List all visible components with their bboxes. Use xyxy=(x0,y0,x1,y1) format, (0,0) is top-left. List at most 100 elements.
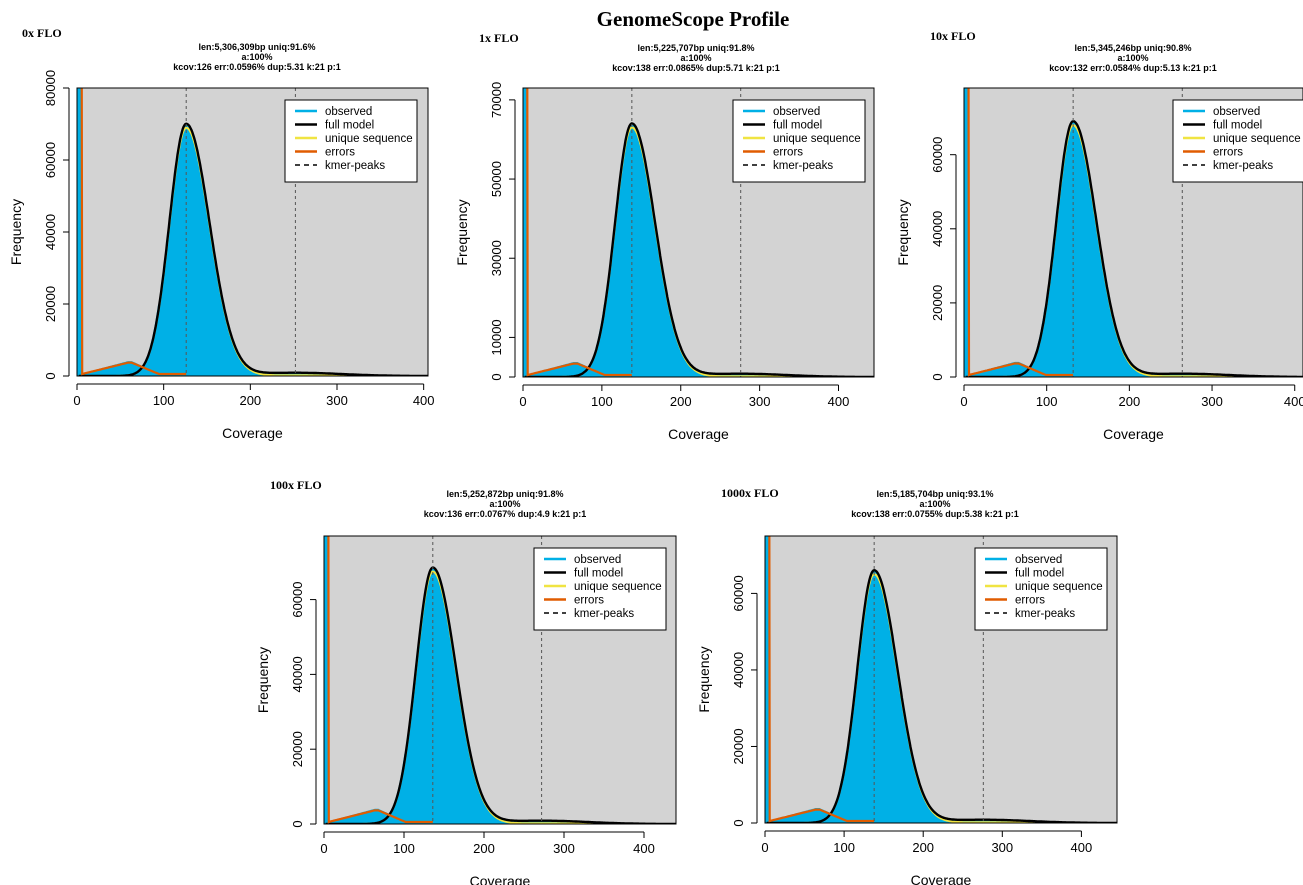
stats-line-3: kcov:126 err:0.0596% dup:5.31 k:21 p:1 xyxy=(173,62,341,72)
stats-line-1: len:5,225,707bp uniq:91.8% xyxy=(637,43,754,53)
stats-line-2: a:100% xyxy=(241,52,272,62)
panel-1: 0 100 200 300 400 Coverage 0 20000 40000 60000 800… xyxy=(8,0,435,441)
x-tick-label: 0 xyxy=(73,393,80,408)
legend-label: unique sequence xyxy=(1015,581,1103,593)
y-axis-label: Frequency xyxy=(454,199,470,265)
x-tick-label: 100 xyxy=(393,841,415,856)
stats-line-2: a:100% xyxy=(919,499,950,509)
y-tick-label: 60000 xyxy=(43,142,58,178)
x-tick-label: 300 xyxy=(553,841,575,856)
x-tick-label: 200 xyxy=(670,394,692,409)
y-tick-label: 60000 xyxy=(731,575,746,611)
legend-label: unique sequence xyxy=(1213,133,1301,145)
panel-title: 0x FLO xyxy=(22,26,62,40)
legend-label: full model xyxy=(1213,120,1262,132)
panel-title: 100x FLO xyxy=(270,478,322,492)
y-tick-label: 0 xyxy=(930,373,945,380)
x-axis-label: Coverage xyxy=(470,873,531,885)
legend-label: kmer-peaks xyxy=(773,160,833,172)
legend-label: kmer-peaks xyxy=(574,608,634,620)
stats-line-2: a:100% xyxy=(1117,53,1148,63)
x-axis-label: Coverage xyxy=(1103,426,1164,442)
x-tick-label: 400 xyxy=(1071,840,1093,855)
x-tick-label: 0 xyxy=(519,394,526,409)
x-tick-label: 200 xyxy=(1119,394,1141,409)
stats-line-3: kcov:136 err:0.0767% dup:4.9 k:21 p:1 xyxy=(424,509,587,519)
x-tick-label: 0 xyxy=(320,841,327,856)
x-axis-label: Coverage xyxy=(222,425,283,441)
x-tick-label: 400 xyxy=(1284,394,1303,409)
legend-label: kmer-peaks xyxy=(1213,160,1273,172)
y-axis-label: Frequency xyxy=(8,199,24,265)
legend-label: full model xyxy=(1015,568,1064,580)
legend-label: full model xyxy=(325,120,374,132)
x-tick-label: 400 xyxy=(413,393,435,408)
legend-label: errors xyxy=(1213,147,1243,159)
x-tick-label: 400 xyxy=(828,394,850,409)
y-tick-label: 0 xyxy=(43,372,58,379)
x-tick-label: 300 xyxy=(991,840,1013,855)
x-tick-label: 200 xyxy=(912,840,934,855)
x-tick-label: 100 xyxy=(591,394,613,409)
x-tick-label: 100 xyxy=(1036,394,1058,409)
stats-line-1: len:5,185,704bp uniq:93.1% xyxy=(876,489,993,499)
x-tick-label: 0 xyxy=(960,394,967,409)
legend-label: observed xyxy=(1015,554,1062,566)
legend-label: kmer-peaks xyxy=(325,160,385,172)
panel-title: 10x FLO xyxy=(930,29,976,43)
panel-title: 1000x FLO xyxy=(721,486,779,500)
y-tick-label: 20000 xyxy=(290,731,305,767)
y-tick-label: 10000 xyxy=(489,319,504,355)
stats-line-1: len:5,252,872bp uniq:91.8% xyxy=(446,489,563,499)
y-tick-label: 20000 xyxy=(930,285,945,321)
y-tick-label: 60000 xyxy=(290,582,305,618)
legend-label: observed xyxy=(574,554,621,566)
legend-label: full model xyxy=(773,120,822,132)
y-tick-label: 40000 xyxy=(43,214,58,250)
x-tick-label: 300 xyxy=(749,394,771,409)
y-tick-label: 30000 xyxy=(489,240,504,276)
legend-label: kmer-peaks xyxy=(1015,608,1075,620)
legend-label: unique sequence xyxy=(773,133,861,145)
legend-label: errors xyxy=(773,147,803,159)
stats-line-2: a:100% xyxy=(680,53,711,63)
x-axis-label: Coverage xyxy=(668,426,729,442)
x-tick-label: 200 xyxy=(473,841,495,856)
y-tick-label: 40000 xyxy=(930,211,945,247)
x-tick-label: 100 xyxy=(833,840,855,855)
stats-line-3: kcov:138 err:0.0755% dup:5.38 k:21 p:1 xyxy=(851,509,1019,519)
y-axis-label: Frequency xyxy=(696,646,712,712)
y-tick-label: 60000 xyxy=(930,137,945,173)
figure-title: GenomeScope Profile xyxy=(597,7,790,31)
stats-line-1: len:5,345,246bp uniq:90.8% xyxy=(1074,43,1191,53)
legend-label: errors xyxy=(325,147,355,159)
stats-line-1: len:5,306,309bp uniq:91.6% xyxy=(198,42,315,52)
y-tick-label: 80000 xyxy=(43,70,58,106)
y-tick-label: 40000 xyxy=(731,652,746,688)
x-tick-label: 300 xyxy=(1201,394,1223,409)
panel-3: 0 100 200 300 400 Coverage 0 20000 40000 60000 Fre… xyxy=(895,0,1303,442)
y-tick-label: 0 xyxy=(489,373,504,380)
legend-label: observed xyxy=(325,106,372,118)
y-tick-label: 50000 xyxy=(489,161,504,197)
legend: observed full modelunique sequence errorsk… xyxy=(1173,100,1303,182)
stats-line-3: kcov:132 err:0.0584% dup:5.13 k:21 p:1 xyxy=(1049,63,1217,73)
y-tick-label: 70000 xyxy=(489,82,504,118)
legend-label: observed xyxy=(1213,106,1260,118)
stats-line-3: kcov:138 err:0.0865% dup:5.71 k:21 p:1 xyxy=(612,63,780,73)
legend-label: full model xyxy=(574,568,623,580)
x-tick-label: 300 xyxy=(326,393,348,408)
y-axis-label: Frequency xyxy=(895,199,911,265)
legend-label: errors xyxy=(1015,595,1045,607)
legend-label: unique sequence xyxy=(325,133,413,145)
legend-label: observed xyxy=(773,106,820,118)
x-tick-label: 400 xyxy=(633,841,655,856)
legend-label: unique sequence xyxy=(574,581,662,593)
y-tick-label: 20000 xyxy=(731,728,746,764)
y-tick-label: 0 xyxy=(731,819,746,826)
